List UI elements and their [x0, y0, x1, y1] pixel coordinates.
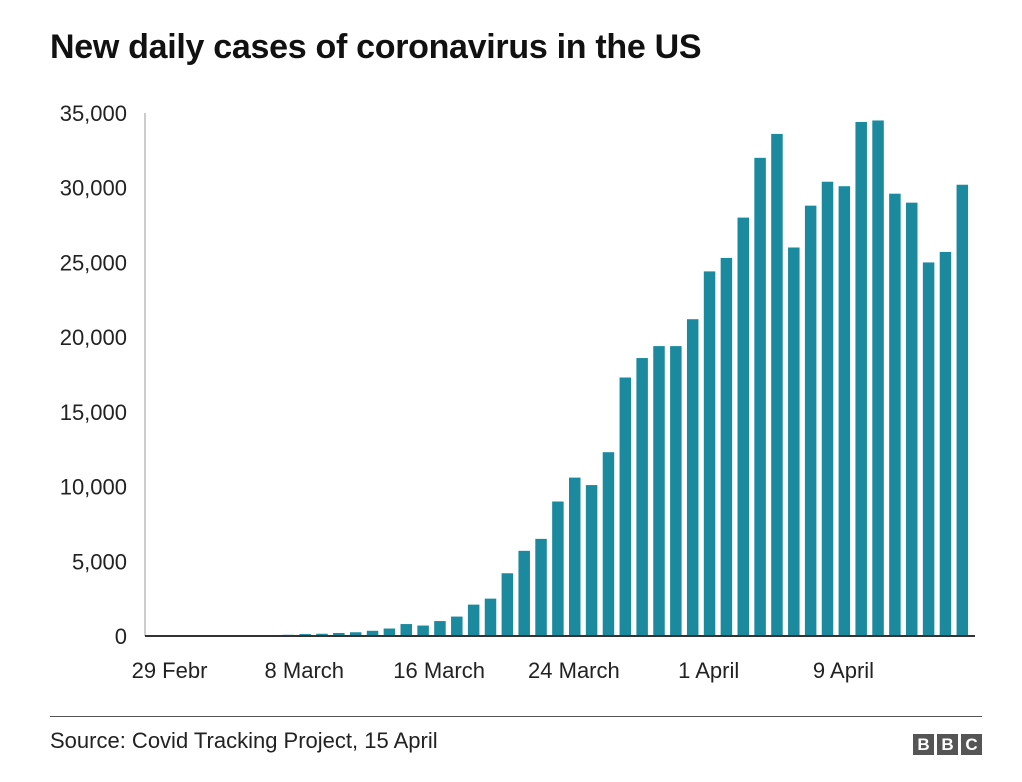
bar [484, 598, 497, 636]
bar [619, 377, 632, 636]
bar [467, 604, 480, 636]
bar [939, 251, 952, 636]
y-tick-label: 10,000 [60, 475, 127, 500]
bar [653, 346, 665, 636]
bar [771, 133, 783, 637]
y-tick-label: 30,000 [60, 176, 127, 201]
bar [434, 621, 446, 636]
bar [333, 633, 345, 636]
bar [838, 186, 851, 636]
source-note: Source: Covid Tracking Project, 15 April [50, 728, 438, 753]
bar [754, 157, 766, 636]
bar [417, 625, 429, 636]
bar [451, 616, 463, 636]
bar [686, 319, 699, 636]
bar [602, 452, 615, 636]
bar [400, 624, 412, 636]
bar [636, 358, 648, 636]
y-tick-label: 15,000 [60, 400, 127, 425]
bar [889, 193, 901, 636]
bar [720, 257, 733, 636]
bar [383, 628, 396, 636]
x-tick-label: 9 April [813, 658, 874, 683]
bar [535, 538, 547, 636]
bar [821, 181, 834, 637]
bar [855, 121, 867, 637]
bbc-logo: B B C [913, 734, 982, 755]
bar [737, 217, 749, 636]
bbc-logo-letter: B [937, 734, 958, 755]
chart-title: New daily cases of coronavirus in the US [50, 28, 702, 66]
bbc-logo-letter: B [913, 734, 934, 755]
bar [585, 485, 598, 636]
bar [922, 262, 935, 636]
y-tick-label: 5,000 [72, 549, 127, 574]
bar [501, 573, 514, 636]
bar [670, 346, 682, 636]
x-tick-label: 16 March [393, 658, 485, 683]
bar [788, 247, 800, 637]
y-tick-label: 0 [115, 624, 127, 649]
bar [906, 202, 918, 636]
x-tick-label: 8 March [265, 658, 344, 683]
x-tick-label: 1 April [678, 658, 739, 683]
bbc-logo-letter: C [961, 734, 982, 755]
bar [518, 550, 530, 636]
bar [569, 477, 581, 636]
bar-chart: 0 5,000 10,000 15,000 20,000 25,000 30,000 35,0… [60, 101, 975, 683]
bar [956, 184, 969, 637]
footer-divider [50, 716, 982, 717]
y-tick-label: 25,000 [60, 250, 127, 275]
bar [804, 205, 817, 636]
bar [349, 632, 362, 636]
bar [552, 501, 564, 636]
bar [872, 120, 884, 637]
x-tick-label: 24 March [528, 658, 620, 683]
bar [366, 630, 379, 636]
y-tick-label: 20,000 [60, 325, 127, 350]
y-tick-label: 35,000 [60, 101, 127, 126]
bar [316, 633, 328, 636]
x-tick-label: 29 Febr [132, 658, 208, 683]
bar [703, 271, 716, 636]
